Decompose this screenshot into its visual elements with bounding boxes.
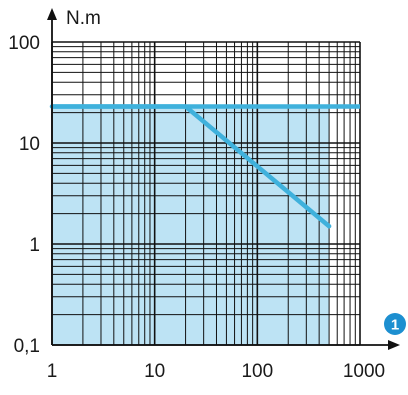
y-tick-label: 0,1 bbox=[14, 336, 40, 357]
x-axis-arrow-icon bbox=[388, 340, 400, 350]
x-axis-badge-number: 1 bbox=[391, 317, 399, 334]
y-axis-unit-label: N.m bbox=[66, 8, 101, 29]
y-tick-label: 10 bbox=[19, 134, 40, 155]
x-tick-label: 100 bbox=[241, 361, 273, 382]
x-tick-label: 1 bbox=[47, 361, 58, 382]
x-tick-label: 10 bbox=[144, 361, 165, 382]
grid-layer bbox=[51, 41, 361, 346]
series-layer bbox=[49, 104, 360, 229]
y-tick-label: 100 bbox=[8, 33, 40, 54]
axis-layer bbox=[47, 8, 400, 350]
tick-label-layer: 1 10 100 1000 0,1 1 10 100 N.m 1 bbox=[8, 8, 406, 382]
y-tick-label: 1 bbox=[29, 235, 40, 256]
x-tick-label: 1000 bbox=[343, 361, 385, 382]
shaded-region bbox=[52, 106, 330, 346]
x-axis-badge-icon bbox=[384, 313, 406, 335]
series-line bbox=[49, 104, 332, 229]
y-axis-arrow-icon bbox=[47, 8, 57, 20]
shaded-region-layer bbox=[52, 106, 330, 346]
